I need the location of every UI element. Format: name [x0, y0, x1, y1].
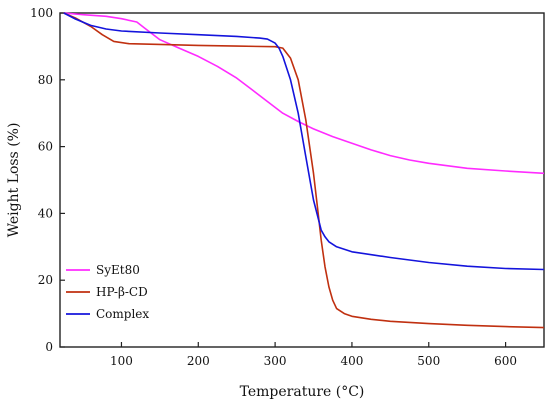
y-tick-label: 60	[38, 140, 53, 154]
legend-label: SyEt80	[96, 263, 140, 277]
series-layer	[63, 12, 545, 329]
legend-label: Complex	[96, 307, 149, 321]
x-tick-label: 300	[264, 354, 287, 368]
y-axis: 0 20 40 60 80 100	[30, 6, 65, 354]
y-tick-label: 40	[38, 206, 53, 220]
legend: SyEt80 HP-β-CD Complex	[66, 263, 149, 321]
series-line-hp-cd	[63, 12, 545, 329]
legend-label: HP-β-CD	[96, 285, 148, 299]
x-axis: 100 200 300 400 500 600	[110, 342, 517, 368]
x-tick-label: 500	[417, 354, 440, 368]
x-tick-label: 400	[340, 354, 363, 368]
series-line-syet80	[63, 12, 545, 175]
y-tick-label: 0	[45, 340, 53, 354]
x-tick-label: 100	[110, 354, 133, 368]
x-tick-label: 600	[494, 354, 517, 368]
series-line-complex	[63, 12, 545, 271]
y-tick-label: 100	[30, 6, 53, 20]
y-tick-label: 20	[38, 273, 53, 287]
x-tick-label: 200	[187, 354, 210, 368]
y-axis-title: Weight Loss (%)	[6, 123, 22, 238]
y-tick-label: 80	[38, 73, 53, 87]
plot-frame	[59, 12, 545, 348]
x-axis-title: Temperature (°C)	[240, 384, 365, 400]
